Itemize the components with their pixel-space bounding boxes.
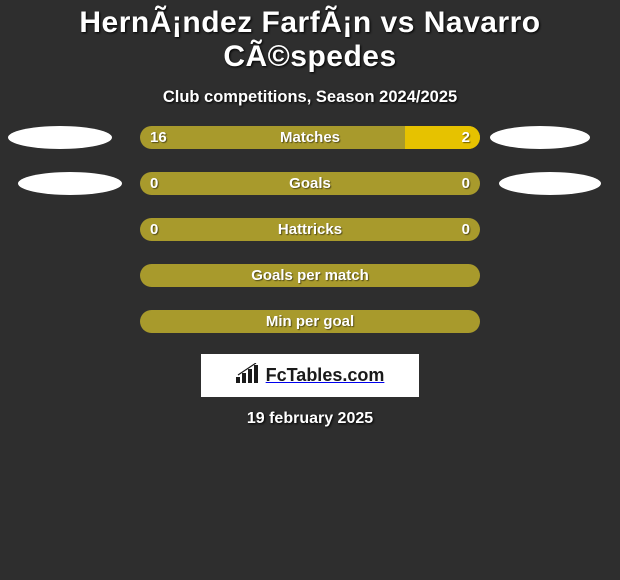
stat-bar: 0 Hattricks 0 <box>140 218 480 241</box>
stat-row: Min per goal <box>0 310 620 333</box>
magnitude-ellipse-right <box>499 172 601 195</box>
stat-left-value: 0 <box>150 172 158 195</box>
stat-bar: Goals per match <box>140 264 480 287</box>
stat-label: Goals <box>140 172 480 195</box>
stat-label: Hattricks <box>140 218 480 241</box>
bar-chart-icon <box>236 363 260 388</box>
comparison-title: HernÃ¡ndez FarfÃ¡n vs Navarro CÃ©spedes <box>0 0 620 74</box>
stat-row: 0 Hattricks 0 <box>0 218 620 241</box>
stat-left-value: 16 <box>150 126 167 149</box>
stat-row: 0 Goals 0 <box>0 172 620 195</box>
stat-bar: Min per goal <box>140 310 480 333</box>
magnitude-ellipse-right <box>490 126 590 149</box>
stat-right-value: 0 <box>462 172 470 195</box>
snapshot-date: 19 february 2025 <box>0 410 620 428</box>
stat-row: 16 Matches 2 <box>0 126 620 149</box>
magnitude-ellipse-left <box>8 126 112 149</box>
stat-label: Min per goal <box>140 310 480 333</box>
stat-rows: 16 Matches 2 0 Goals 0 0 Hattricks 0 Goa… <box>0 126 620 356</box>
fctables-logo-text: FcTables.com <box>266 365 385 386</box>
stat-right-value: 0 <box>462 218 470 241</box>
stat-row: Goals per match <box>0 264 620 287</box>
comparison-subtitle: Club competitions, Season 2024/2025 <box>0 88 620 107</box>
stat-bar: 0 Goals 0 <box>140 172 480 195</box>
fctables-logo-link[interactable]: FcTables.com <box>201 354 419 397</box>
stat-left-value: 0 <box>150 218 158 241</box>
magnitude-ellipse-left <box>18 172 122 195</box>
stat-label: Goals per match <box>140 264 480 287</box>
stat-bar-right-fill <box>405 126 480 149</box>
stat-bar: 16 Matches 2 <box>140 126 480 149</box>
